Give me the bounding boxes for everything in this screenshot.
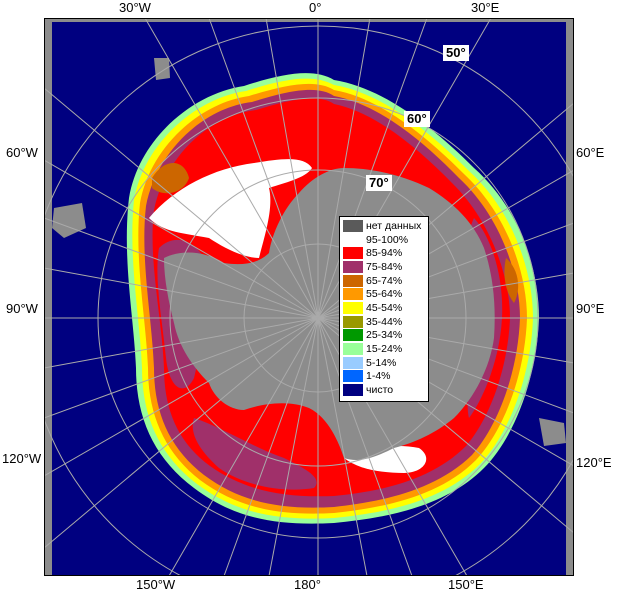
legend: нет данных 95-100% 85-94% 75-84% 65-74% 55-64… xyxy=(339,216,429,402)
graticule xyxy=(44,18,574,576)
legend-swatch xyxy=(343,233,363,246)
lon-label-150w: 150°W xyxy=(136,577,176,592)
meridian-minor xyxy=(265,18,319,319)
legend-swatch xyxy=(343,219,363,232)
meridian-minor xyxy=(317,18,428,319)
meridian-60w xyxy=(44,159,319,319)
meridian-minor xyxy=(44,87,319,319)
legend-label: 5-14% xyxy=(366,356,397,369)
legend-label: 85-94% xyxy=(366,247,403,260)
legend-label: 1-4% xyxy=(366,370,391,383)
meridian-30w xyxy=(144,18,319,319)
legend-item: 55-64% xyxy=(343,287,425,301)
meridian-minor xyxy=(208,18,319,319)
lat-label-50: 50° xyxy=(443,45,469,61)
lon-label-30e: 30°E xyxy=(471,0,500,15)
meridian-minor xyxy=(317,317,413,576)
legend-item: 35-44% xyxy=(343,315,425,329)
legend-swatch xyxy=(343,315,363,328)
lon-label-60e: 60°E xyxy=(576,145,605,160)
meridian-minor xyxy=(44,267,319,319)
lat-label-60: 60° xyxy=(404,111,430,127)
legend-swatch xyxy=(343,288,363,301)
meridian-minor xyxy=(44,317,319,369)
sea-ice-map xyxy=(44,18,574,576)
ice-patch-orange-e xyxy=(504,258,519,303)
ice-patch-purple-s xyxy=(192,418,317,490)
legend-label: 75-84% xyxy=(366,260,403,273)
lon-label-60w: 60°W xyxy=(6,145,38,160)
map-border xyxy=(44,18,574,576)
meridian-minor xyxy=(223,317,319,576)
legend-label: чисто xyxy=(366,384,394,397)
meridian-120w xyxy=(44,317,319,477)
ice-white-weddell xyxy=(149,159,312,258)
meridian-minor xyxy=(317,317,368,576)
no-data-strip-right xyxy=(566,18,574,576)
lon-label-180: 180° xyxy=(294,577,321,592)
meridian-minor xyxy=(44,317,319,549)
meridian-minor xyxy=(268,317,319,576)
legend-item: 65-74% xyxy=(343,274,425,288)
legend-item: нет данных xyxy=(343,219,425,233)
legend-label: 15-24% xyxy=(366,343,403,356)
legend-swatch xyxy=(343,370,363,383)
no-data-strip-left xyxy=(44,18,52,576)
legend-item: чисто xyxy=(343,383,425,397)
legend-label: 45-54% xyxy=(366,301,403,314)
land-patch-nw xyxy=(154,58,170,80)
legend-item: 45-54% xyxy=(343,301,425,315)
lon-label-90e: 90°E xyxy=(576,301,605,316)
meridian-minor xyxy=(317,18,371,319)
legend-label: 35-44% xyxy=(366,315,403,328)
lat-label-70: 70° xyxy=(366,175,392,191)
no-data-strip-top xyxy=(44,18,574,22)
legend-item: 25-34% xyxy=(343,329,425,343)
land-patch-e xyxy=(539,418,566,446)
legend-swatch xyxy=(343,260,363,273)
legend-swatch xyxy=(343,329,363,342)
meridian-150w xyxy=(168,317,319,576)
lon-label-0: 0° xyxy=(309,0,322,15)
legend-item: 95-100% xyxy=(343,233,425,247)
meridian-minor xyxy=(44,317,319,419)
legend-swatch xyxy=(343,356,363,369)
legend-item: 5-14% xyxy=(343,356,425,370)
legend-swatch xyxy=(343,301,363,314)
legend-item: 1-4% xyxy=(343,370,425,384)
legend-item: 75-84% xyxy=(343,260,425,274)
legend-label: 55-64% xyxy=(366,288,403,301)
lon-label-30w: 30°W xyxy=(119,0,151,15)
legend-item: 15-24% xyxy=(343,342,425,356)
legend-item: 85-94% xyxy=(343,246,425,260)
legend-label: нет данных xyxy=(366,219,422,232)
ice-patch-orange-nw xyxy=(152,163,189,194)
meridian-minor xyxy=(44,217,319,319)
legend-swatch xyxy=(343,343,363,356)
legend-label: 95-100% xyxy=(366,233,409,246)
land-patch-w xyxy=(52,203,86,238)
lon-label-150e: 150°E xyxy=(448,577,484,592)
lon-label-120e: 120°E xyxy=(576,455,612,470)
map-frame xyxy=(44,18,574,576)
legend-label: 25-34% xyxy=(366,329,403,342)
legend-swatch xyxy=(343,247,363,260)
legend-swatch xyxy=(343,274,363,287)
lon-label-120w: 120°W xyxy=(2,451,42,466)
lon-label-90w: 90°W xyxy=(6,301,38,316)
legend-label: 65-74% xyxy=(366,274,403,287)
legend-swatch xyxy=(343,384,363,397)
